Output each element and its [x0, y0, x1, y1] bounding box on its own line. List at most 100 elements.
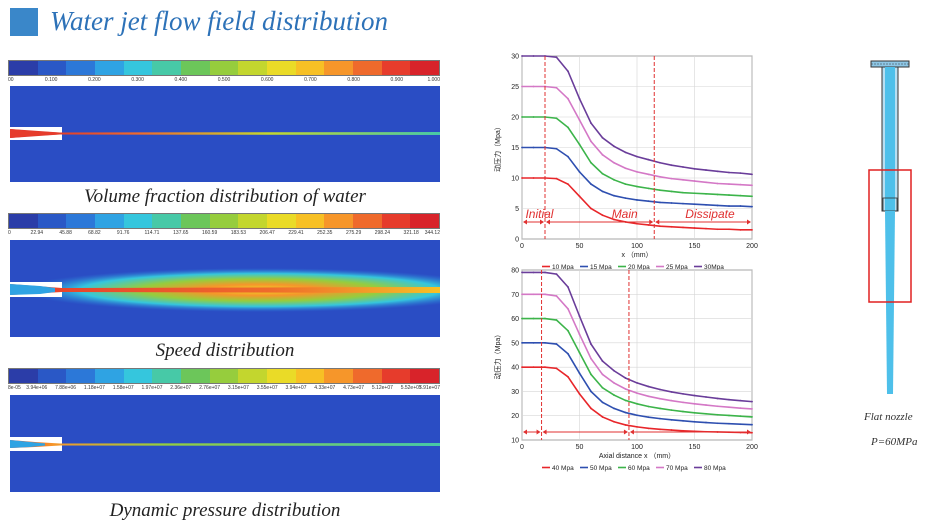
y-tick-label: 10: [511, 438, 519, 445]
data-point: [613, 145, 615, 148]
data-point: [670, 409, 673, 412]
caption-speed: Speed distribution: [155, 340, 295, 361]
data-point: [521, 146, 523, 149]
data-point: [555, 177, 558, 180]
data-point: [659, 388, 661, 391]
colorbar-swatch: [353, 369, 382, 383]
data-point: [555, 295, 558, 297]
region-annotation: Dissipate: [685, 207, 735, 221]
title-accent-square: [10, 8, 38, 36]
data-point: [521, 55, 523, 57]
arrow-head: [623, 429, 628, 435]
data-point: [601, 153, 604, 156]
data-point: [705, 396, 707, 398]
data-point: [751, 431, 753, 434]
data-point: [693, 420, 696, 423]
data-point: [601, 416, 604, 418]
data-point: [739, 205, 742, 207]
colorbar-swatch: [152, 369, 182, 383]
data-point: [682, 226, 684, 229]
colorbar-swatch: [9, 61, 38, 75]
data-point: [521, 293, 523, 296]
data-point: [555, 147, 558, 150]
colorbar-gradient: [8, 60, 440, 76]
data-point: [705, 192, 707, 195]
data-point: [716, 405, 719, 408]
colorbar-swatch: [9, 214, 38, 228]
y-tick-label: 60: [511, 316, 519, 323]
data-point: [578, 119, 581, 121]
colorbar-tick-label: 45.88: [59, 230, 72, 236]
colorbar-tick-label: 1.18e+07: [83, 385, 105, 391]
arrow-head: [747, 429, 751, 435]
pressure-chart-low: 0 50 100 150 200 0 5 10 15 20 25 30 Initial Main Dissi…: [490, 44, 775, 282]
data-point: [693, 411, 696, 414]
data-point: [682, 392, 684, 395]
data-point: [739, 228, 742, 231]
colorbar-swatch: [95, 61, 124, 75]
colorbar-ticks: 00 0.100 0.200 0.300 0.400 0.500 0.600 0.700 0.8…: [8, 76, 440, 86]
data-point: [544, 271, 546, 274]
pressure-chart-high: 0 50 100 150 200 10 20 30 40 50 60 70 80 Axial distan…: [490, 262, 775, 488]
x-tick-label: 150: [689, 444, 701, 451]
data-point: [532, 317, 535, 320]
y-tick-label: 5: [515, 206, 519, 213]
data-point: [659, 397, 661, 400]
data-point: [567, 70, 569, 73]
colorbar-swatch: [181, 61, 210, 75]
data-point: [601, 401, 604, 404]
colorbar-tick-label: 1.000: [427, 77, 440, 83]
colorbar-tick-label: 0.300: [131, 77, 144, 83]
colorbar-tick-label: 183.53: [230, 230, 247, 236]
colorbar-tick-label: 3.15e+07: [227, 385, 249, 391]
colorbar-swatch: [152, 61, 182, 75]
legend-label: 70 Mpa: [666, 465, 688, 472]
data-point: [578, 97, 581, 100]
data-point: [716, 193, 719, 196]
colorbar-tick-label: 252.35: [317, 230, 333, 236]
data-point: [578, 195, 581, 198]
data-point: [728, 183, 730, 186]
colorbar-volume-fraction: 00 0.100 0.200 0.300 0.400 0.500 0.600 0.700 0.8…: [8, 60, 440, 86]
data-point: [647, 173, 650, 176]
y-tick-label: 20: [511, 115, 519, 122]
colorbar-swatch: [353, 214, 382, 228]
colorbar-swatch: [37, 369, 67, 383]
data-point: [751, 184, 753, 187]
data-point: [716, 228, 719, 231]
data-point: [659, 225, 661, 228]
data-point: [590, 161, 592, 164]
data-point: [590, 390, 592, 393]
colorbar-tick-label: 1.97e+07: [141, 385, 163, 391]
data-point: [670, 399, 673, 402]
colorbar-tick-label: 3.55e+07: [256, 385, 278, 391]
cfd-speed-plot: [10, 240, 440, 337]
colorbar-swatch: [95, 369, 124, 383]
data-point: [751, 173, 753, 176]
data-point: [693, 394, 696, 397]
data-point: [659, 189, 661, 192]
colorbar-tick-label: 5.91e+07: [419, 385, 440, 391]
data-point: [601, 360, 604, 362]
data-point: [693, 203, 696, 206]
data-point: [613, 218, 615, 221]
data-point: [659, 407, 661, 410]
colorbar-swatch: [123, 61, 153, 75]
colorbar-gradient: [8, 368, 440, 384]
y-tick-label: 30: [511, 389, 519, 396]
y-tick-label: 50: [511, 340, 519, 347]
data-point: [590, 343, 592, 345]
data-point: [555, 367, 558, 370]
colorbar-swatch: [37, 61, 67, 75]
y-tick-label: 30: [511, 54, 519, 61]
data-point: [578, 171, 581, 173]
x-tick-label: 100: [631, 444, 643, 451]
x-tick-label: 50: [576, 243, 584, 250]
colorbar-swatch: [238, 61, 268, 75]
data-point: [624, 167, 627, 170]
colorbar-tick-label: 3.94e+06: [26, 385, 48, 391]
y-tick-label: 25: [511, 84, 519, 91]
data-point: [636, 425, 638, 428]
colorbar-swatch: [410, 214, 440, 228]
colorbar-tick-label: 1.58e+07: [112, 385, 134, 391]
